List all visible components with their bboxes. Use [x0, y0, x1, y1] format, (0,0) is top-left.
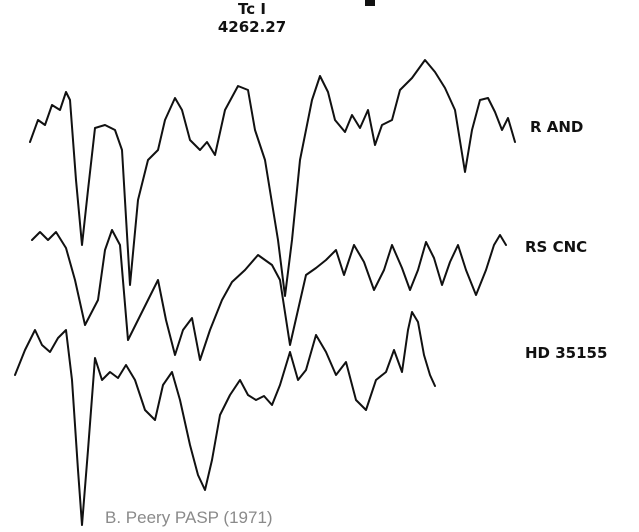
spectrum-label: HD 35155	[525, 344, 607, 362]
cropped-mark	[365, 0, 375, 6]
caption: B. Peery PASP (1971)	[105, 508, 273, 527]
spectrum-label: RS CNC	[525, 238, 587, 256]
line-element: Tc I	[238, 0, 266, 18]
spectrum-trace	[31, 229, 507, 361]
line-wavelength: 4262.27	[218, 18, 286, 36]
spectrum-label: R AND	[530, 118, 583, 136]
spectrum-trace	[29, 59, 516, 297]
spectrum-trace	[14, 311, 436, 526]
